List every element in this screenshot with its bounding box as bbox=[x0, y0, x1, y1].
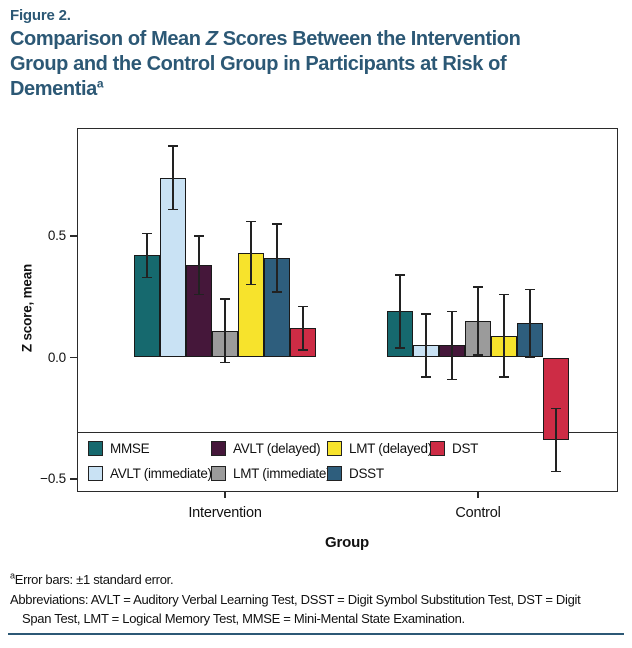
y-tick-label: 0.5 bbox=[47, 228, 66, 243]
title-superscript: a bbox=[96, 76, 104, 91]
legend-item-avlt-delayed: AVLT (delayed) bbox=[211, 439, 321, 457]
legend-item-mmse: MMSE bbox=[88, 439, 150, 457]
error-bar-cap-top-lmt-delayed-control bbox=[499, 293, 509, 296]
error-bar-cap-bottom-lmt-delayed-intervention bbox=[246, 283, 256, 286]
legend-label-dst: DST bbox=[452, 440, 479, 456]
x-axis-group-label-control: Control bbox=[455, 505, 501, 521]
title-line2: Group and the Control Group in Participa… bbox=[10, 53, 507, 75]
footnote-superscript: a bbox=[10, 570, 15, 581]
error-bar-cap-top-dst-control bbox=[551, 407, 561, 410]
footnote-error-text: Error bars: ±1 standard error. bbox=[14, 572, 174, 587]
legend-item-lmt-delayed: LMT (delayed) bbox=[327, 439, 432, 457]
title-line3: Dementia bbox=[10, 78, 97, 100]
error-bar-avlt-delayed-intervention bbox=[198, 236, 200, 295]
error-bar-dst-control bbox=[555, 408, 557, 472]
error-bar-cap-top-mmse-control bbox=[395, 274, 405, 276]
error-bar-cap-top-avlt-delayed-intervention bbox=[194, 235, 204, 237]
x-axis-group-label-intervention: Intervention bbox=[188, 505, 262, 521]
error-bar-cap-bottom-lmt-immediate-intervention bbox=[220, 361, 230, 364]
error-bar-cap-bottom-mmse-intervention bbox=[142, 276, 152, 279]
y-tick-mark bbox=[70, 478, 77, 480]
legend-item-lmt-immediate: LMT (immediate) bbox=[211, 464, 331, 482]
error-bar-cap-top-lmt-immediate-intervention bbox=[220, 298, 230, 300]
error-bar-cap-bottom-dst-control bbox=[551, 470, 561, 473]
error-bar-cap-top-avlt-immediate-control bbox=[421, 313, 431, 315]
error-bar-cap-bottom-dst-intervention bbox=[298, 349, 308, 351]
x-tick-mark bbox=[477, 490, 479, 498]
title-line1-pre: Comparison of Mean bbox=[10, 28, 206, 50]
error-bar-cap-top-avlt-immediate-intervention bbox=[168, 145, 178, 147]
error-bar-cap-bottom-dsst-control bbox=[525, 356, 535, 359]
error-bar-cap-bottom-mmse-control bbox=[395, 347, 405, 349]
title-line1-post: Scores Between the Intervention bbox=[217, 28, 521, 50]
title-stat-letter: Z bbox=[205, 28, 218, 50]
legend-label-avlt-delayed: AVLT (delayed) bbox=[233, 440, 321, 456]
legend-swatch-mmse bbox=[88, 440, 103, 456]
error-bar-cap-top-dst-intervention bbox=[298, 305, 308, 308]
error-bar-cap-bottom-avlt-immediate-intervention bbox=[168, 208, 178, 211]
error-bar-avlt-immediate-control bbox=[425, 313, 427, 377]
footnote-abbreviations-line1: Abbreviations: AVLT = Auditory Verbal Le… bbox=[10, 592, 581, 607]
y-tick-mark bbox=[70, 356, 77, 359]
error-bar-cap-top-dsst-control bbox=[525, 288, 535, 291]
error-bar-cap-bottom-avlt-immediate-control bbox=[421, 376, 431, 378]
error-bar-cap-top-lmt-delayed-intervention bbox=[246, 220, 256, 223]
error-bar-cap-top-mmse-intervention bbox=[142, 232, 152, 235]
error-bar-cap-bottom-avlt-delayed-control bbox=[447, 378, 457, 381]
legend-label-lmt-delayed: LMT (delayed) bbox=[349, 440, 432, 456]
figure-title: Comparison of Mean Z Scores Between the … bbox=[10, 27, 610, 102]
legend-item-avlt-immediate: AVLT (immediate) bbox=[88, 464, 212, 482]
figure-label: Figure 2. bbox=[10, 7, 71, 24]
y-tick-label: 0.0 bbox=[47, 349, 66, 365]
error-bar-mmse-intervention bbox=[146, 233, 148, 278]
legend-swatch-avlt-immediate bbox=[88, 465, 103, 481]
y-tick-mark bbox=[70, 235, 77, 237]
error-bar-avlt-immediate-intervention bbox=[172, 146, 174, 210]
y-tick-label: −0.5 bbox=[40, 471, 66, 486]
legend-frame bbox=[77, 432, 618, 492]
x-tick-mark bbox=[224, 490, 226, 498]
error-bar-cap-bottom-avlt-delayed-intervention bbox=[194, 293, 204, 296]
legend-swatch-dsst bbox=[327, 465, 342, 481]
error-bar-mmse-control bbox=[399, 274, 401, 348]
legend-item-dst: DST bbox=[430, 439, 478, 457]
legend-swatch-avlt-delayed bbox=[211, 440, 226, 456]
x-axis-title: Group bbox=[325, 534, 369, 551]
error-bar-lmt-delayed-control bbox=[503, 294, 505, 377]
error-bar-cap-top-dsst-intervention bbox=[272, 223, 282, 225]
legend-swatch-lmt-delayed bbox=[327, 440, 342, 456]
legend-label-avlt-immediate: AVLT (immediate) bbox=[110, 465, 212, 481]
error-bar-dst-intervention bbox=[302, 306, 304, 351]
error-bar-lmt-immediate-intervention bbox=[224, 299, 226, 363]
legend-label-lmt-immediate: LMT (immediate) bbox=[233, 465, 331, 481]
error-bar-dsst-intervention bbox=[276, 223, 278, 292]
y-axis-label: Z score, mean bbox=[19, 263, 35, 353]
error-bar-cap-top-avlt-delayed-control bbox=[447, 310, 457, 313]
legend-label-mmse: MMSE bbox=[110, 440, 150, 456]
error-bar-lmt-delayed-intervention bbox=[250, 221, 252, 285]
error-bar-lmt-immediate-control bbox=[477, 287, 479, 356]
footnote-abbreviations-line2: Span Test, LMT = Logical Memory Test, MM… bbox=[22, 611, 465, 626]
legend-swatch-dst bbox=[430, 440, 445, 456]
footnote-error-bars: aError bars: ±1 standard error. bbox=[10, 570, 174, 589]
legend-item-dsst: DSST bbox=[327, 464, 384, 482]
error-bar-dsst-control bbox=[529, 289, 531, 358]
error-bar-cap-bottom-lmt-immediate-control bbox=[473, 354, 483, 356]
error-bar-avlt-delayed-control bbox=[451, 311, 453, 380]
error-bar-cap-top-lmt-immediate-control bbox=[473, 286, 483, 288]
error-bar-cap-bottom-dsst-intervention bbox=[272, 291, 282, 293]
bottom-divider bbox=[8, 633, 624, 635]
legend-swatch-lmt-immediate bbox=[211, 465, 226, 481]
error-bar-cap-bottom-lmt-delayed-control bbox=[499, 376, 509, 378]
legend-label-dsst: DSST bbox=[349, 465, 384, 481]
